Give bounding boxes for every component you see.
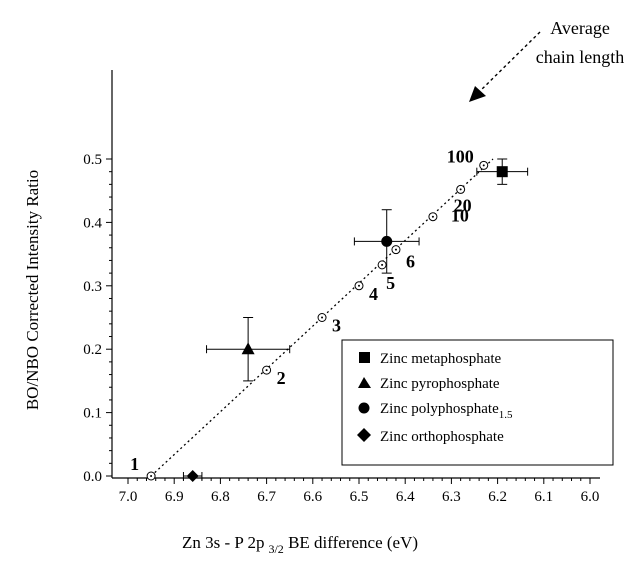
chain-label-4: 4 bbox=[369, 284, 378, 304]
data-marks bbox=[182, 158, 529, 482]
x-axis-label-subscript: 3/2 bbox=[268, 542, 283, 556]
legend-marker-square bbox=[359, 352, 370, 363]
chain-point-center bbox=[459, 188, 462, 191]
x-tick-label: 6.1 bbox=[534, 489, 553, 505]
legend-label-polyphosphate-subscript: 1.5 bbox=[499, 409, 513, 421]
x-tick-label: 6.4 bbox=[396, 489, 415, 505]
x-tick-label: 6.5 bbox=[350, 489, 369, 505]
chain-point-center bbox=[394, 248, 397, 251]
legend-label-orthophosphate: Zinc orthophosphate bbox=[380, 429, 504, 445]
chain-label-2: 2 bbox=[277, 368, 286, 388]
y-tick-label: 0.1 bbox=[83, 406, 102, 422]
chain-length-annotation: Average chain length bbox=[469, 18, 624, 102]
chain-point-center bbox=[358, 284, 360, 287]
chain-point-center bbox=[482, 164, 485, 167]
legend-marker-diamond bbox=[357, 428, 371, 442]
y-tick-label: 0.5 bbox=[83, 152, 102, 168]
y-tick-label: 0.4 bbox=[83, 215, 102, 231]
marker-square bbox=[496, 166, 508, 178]
legend-box bbox=[341, 339, 614, 466]
chain-label-100: 100 bbox=[447, 146, 474, 166]
legend-label-metaphosphate: Zinc metaphosphate bbox=[380, 351, 502, 367]
ticks: 7.0 6.9 6.8 6.7 6.6 6.5 6.4 6.3 6.2 6.1 6.0 0.0 0.1 0… bbox=[83, 152, 599, 505]
y-axis-label: BO/NBO Corrected Intensity Ratio bbox=[23, 170, 42, 410]
chain-label-10: 10 bbox=[451, 206, 469, 226]
series-circle bbox=[353, 209, 420, 274]
chain-point-center bbox=[150, 475, 153, 477]
chain-length-label-line1: Average bbox=[550, 18, 610, 38]
legend-label-pyrophosphate: Zinc pyrophosphate bbox=[380, 376, 500, 392]
x-tick-label: 6.0 bbox=[581, 489, 600, 505]
legend-marker-triangle bbox=[358, 377, 371, 388]
series-triangle bbox=[206, 317, 291, 382]
x-tick-label: 6.2 bbox=[488, 489, 507, 505]
x-tick-label: 6.6 bbox=[303, 489, 322, 505]
y-tick-label: 0.0 bbox=[83, 469, 102, 485]
y-tick-label: 0.2 bbox=[83, 342, 102, 358]
marker-circle bbox=[381, 235, 393, 247]
series-square bbox=[476, 158, 529, 185]
y-tick-label: 0.3 bbox=[83, 279, 102, 295]
chain-point-center bbox=[431, 215, 434, 218]
chain-point-center bbox=[381, 263, 384, 266]
chain-length-arrowhead bbox=[469, 86, 486, 102]
marker-diamond bbox=[186, 470, 199, 482]
legend: Zinc metaphosphate Zinc pyrophosphate Zi… bbox=[341, 339, 614, 466]
chain-point-center bbox=[265, 369, 268, 372]
chain-length-label-line2: chain length bbox=[536, 47, 624, 67]
chain-length-arrow bbox=[477, 31, 541, 94]
x-tick-label: 6.7 bbox=[257, 489, 276, 505]
x-axis-label: Zn 3s - P 2p 3/2 BE difference (eV) bbox=[182, 533, 418, 556]
x-tick-label: 6.9 bbox=[165, 489, 184, 505]
chain-label-20: 20 bbox=[454, 195, 472, 215]
chain-label-5: 5 bbox=[386, 273, 395, 293]
chain-label-3: 3 bbox=[332, 316, 341, 336]
legend-marker-circle bbox=[358, 402, 370, 414]
chain-point-center bbox=[321, 316, 324, 319]
x-tick-label: 6.8 bbox=[211, 489, 230, 505]
x-tick-label: 6.3 bbox=[442, 489, 461, 505]
chain-label-1: 1 bbox=[130, 454, 139, 474]
series-diamond bbox=[182, 470, 203, 482]
chain-label-6: 6 bbox=[406, 252, 415, 272]
x-tick-label: 7.0 bbox=[119, 489, 138, 505]
legend-label-polyphosphate: Zinc polyphosphate1.5 bbox=[380, 401, 513, 421]
marker-triangle bbox=[241, 342, 255, 355]
